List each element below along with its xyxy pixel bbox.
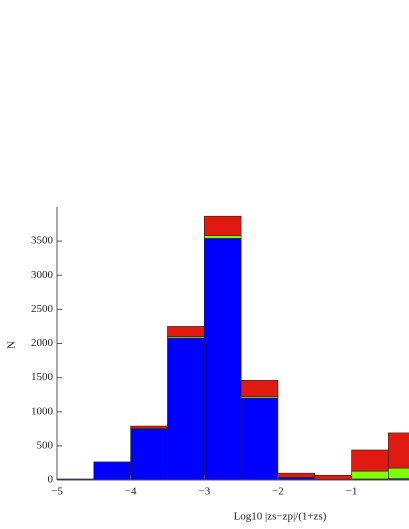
bar-segment <box>130 428 168 481</box>
bar-segment <box>203 238 242 481</box>
y-tick-label: 3000 <box>31 269 54 281</box>
x-tick-label: −1 <box>346 486 358 498</box>
bar-segment <box>167 326 205 337</box>
bar-segment <box>351 470 389 480</box>
bar-segment <box>203 235 242 239</box>
y-tick-label: 0 <box>48 474 54 486</box>
y-tick-label: 1500 <box>31 371 54 383</box>
bar-segment <box>203 215 242 236</box>
bar-segment <box>240 380 279 398</box>
x-tick-label: −2 <box>272 486 284 498</box>
y-tick-label: 3500 <box>31 235 54 247</box>
x-tick-label: −4 <box>125 486 137 498</box>
y-tick-label: 1000 <box>31 405 54 417</box>
bar-segment <box>388 467 409 479</box>
bars <box>57 215 409 481</box>
bar-segment <box>240 397 279 481</box>
bar-segment <box>351 449 389 472</box>
x-tick-label: −5 <box>51 486 63 498</box>
y-tick-label: 2500 <box>31 303 54 315</box>
bar-segment <box>388 432 409 469</box>
bar-segment <box>314 474 352 480</box>
x-tick-label: −3 <box>198 486 210 498</box>
bar-segment <box>93 461 131 481</box>
bar-segment <box>130 425 168 429</box>
bar-segment <box>277 472 316 478</box>
y-tick-label: 500 <box>37 439 54 451</box>
y-tick-label: 2000 <box>31 337 54 349</box>
bar-segment <box>167 337 205 481</box>
y-axis-label: N <box>6 341 18 349</box>
x-axis-label: Log10 |zs−zp|/(1+zs) <box>234 511 327 523</box>
